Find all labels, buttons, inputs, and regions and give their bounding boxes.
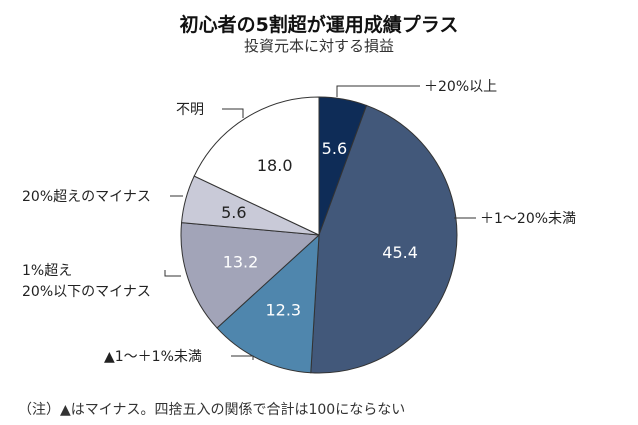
leader-lines	[164, 85, 476, 360]
category-label-2: ▲1～＋1%未満	[104, 349, 202, 365]
leader-line-3	[164, 270, 181, 277]
value-label-1: 45.4	[382, 243, 418, 262]
pie-slices	[180, 96, 458, 374]
value-label-0: 5.6	[322, 139, 347, 158]
leader-line-2	[231, 355, 254, 360]
category-label-0: ＋20%以上	[424, 79, 497, 95]
footnote: （注）▲はマイナス。四捨五入の関係で合計は100にならない	[18, 402, 406, 418]
pie-slice-3	[180, 222, 321, 329]
category-label-3-line-1: 20%以下のマイナス	[22, 284, 151, 300]
leader-line-5	[222, 108, 244, 118]
chart-title: 初心者の5割超が運用成績プラス	[179, 14, 459, 36]
category-label-4: 20%超えのマイナス	[22, 189, 151, 205]
category-label-5: 不明	[176, 102, 204, 118]
leader-line-0	[336, 85, 420, 97]
value-label-3: 13.2	[223, 252, 259, 271]
value-label-2: 12.3	[265, 301, 301, 320]
chart-subtitle: 投資元本に対する損益	[243, 37, 394, 55]
value-label-5: 18.0	[257, 156, 293, 175]
category-label-3-line-0: 1%超え	[22, 263, 72, 279]
pie-slice-5	[193, 96, 320, 236]
value-labels: 5.6 45.4 12.3 13.2 5.6 18.0	[221, 139, 418, 320]
pie-slice-2	[216, 233, 320, 374]
pie-slice-1	[310, 104, 458, 374]
category-labels: ＋20%以上 ＋1～20%未満 ▲1～＋1%未満 1%超え 20%以下のマイナス 20%超…	[22, 79, 576, 365]
value-label-4: 5.6	[221, 203, 246, 222]
category-label-1: ＋1～20%未満	[480, 211, 576, 227]
